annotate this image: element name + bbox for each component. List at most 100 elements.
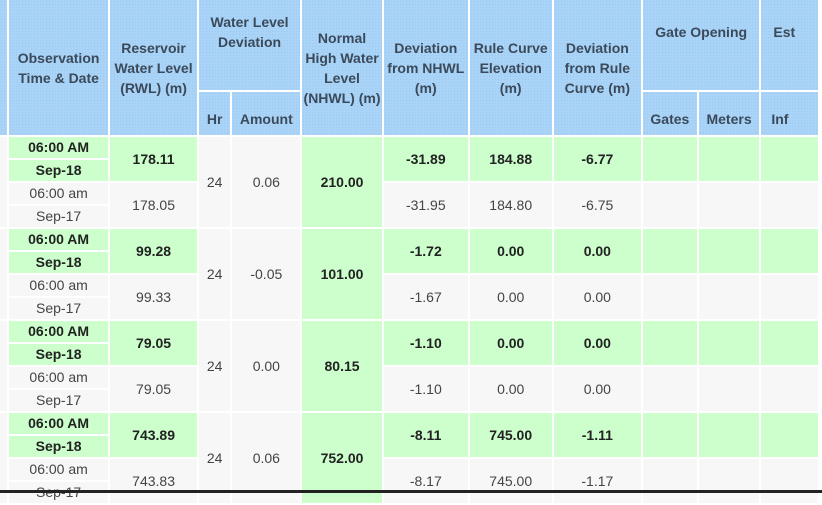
rwl-current: 79.05 <box>110 321 197 365</box>
deviation-rule-current: -6.77 <box>553 137 641 181</box>
gates-previous <box>642 459 697 503</box>
rwl-previous: 99.33 <box>110 275 197 319</box>
bottom-edge <box>0 490 822 493</box>
current-date: Sep-18 <box>8 160 109 181</box>
nhwl-cell: 752.00 <box>302 413 382 503</box>
amount-cell: -0.05 <box>232 229 301 319</box>
left-edge-cell <box>0 321 7 411</box>
current-date: Sep-18 <box>8 344 109 365</box>
rule-curve-previous: 0.00 <box>469 367 552 411</box>
left-edge-cell <box>0 413 7 503</box>
rule-curve-previous: 745.00 <box>469 459 552 503</box>
inflow-current <box>761 229 818 273</box>
header-water-level-deviation: Water Level Deviation <box>198 0 301 90</box>
gates-current <box>642 413 697 457</box>
header-hr: Hr <box>198 92 231 135</box>
header-inf: Inf <box>761 92 818 135</box>
hr-cell: 24 <box>198 321 231 411</box>
deviation-nhwl-previous: -1.10 <box>383 367 468 411</box>
previous-time: 06:00 am <box>8 183 109 204</box>
table-row: Sep-17 <box>0 298 818 319</box>
hr-cell: 24 <box>198 229 231 319</box>
table-row: Sep-17 <box>0 206 818 227</box>
inflow-previous <box>761 275 818 319</box>
nhwl-cell: 80.15 <box>302 321 382 411</box>
deviation-rule-previous: -6.75 <box>553 183 641 227</box>
table-row: Sep-18 <box>0 344 818 365</box>
table-row: 06:00 am 99.33 -1.67 0.00 0.00 <box>0 275 818 319</box>
rwl-previous: 178.05 <box>110 183 197 227</box>
current-time: 06:00 AM <box>8 413 109 434</box>
current-time: 06:00 AM <box>8 137 109 158</box>
rule-curve-current: 184.88 <box>469 137 552 181</box>
deviation-nhwl-current: -1.10 <box>383 321 468 365</box>
meters-previous <box>698 367 760 411</box>
left-edge-cell <box>0 229 7 319</box>
rule-curve-current: 0.00 <box>469 229 552 273</box>
gates-current <box>642 321 697 365</box>
nhwl-cell: 101.00 <box>302 229 382 319</box>
table-body: 06:00 AM 178.11 24 0.06 210.00 -31.89 184.88 -6… <box>0 137 818 503</box>
deviation-rule-current: -1.11 <box>553 413 641 457</box>
header-rule-curve: Rule Curve Elevation (m) <box>469 0 552 135</box>
previous-date: Sep-17 <box>8 298 109 319</box>
deviation-nhwl-previous: -8.17 <box>383 459 468 503</box>
rwl-current: 99.28 <box>110 229 197 273</box>
gates-current <box>642 137 697 181</box>
previous-date: Sep-17 <box>8 206 109 227</box>
table-row: 06:00 am 743.83 -8.17 745.00 -1.17 <box>0 459 818 503</box>
table-row: 06:00 AM 743.89 24 0.06 752.00 -8.11 745.00 -1.… <box>0 413 818 503</box>
deviation-rule-current: 0.00 <box>553 321 641 365</box>
rule-curve-current: 745.00 <box>469 413 552 457</box>
previous-time: 06:00 am <box>8 275 109 296</box>
gates-current <box>642 229 697 273</box>
meters-previous <box>698 183 760 227</box>
meters-current <box>698 321 760 365</box>
inflow-previous <box>761 367 818 411</box>
gates-previous <box>642 367 697 411</box>
rule-curve-previous: 0.00 <box>469 275 552 319</box>
meters-previous <box>698 275 760 319</box>
table-row: 06:00 am 79.05 -1.10 0.00 0.00 <box>0 367 818 411</box>
rwl-current: 743.89 <box>110 413 197 457</box>
header-observation: Observation Time & Date <box>8 0 109 135</box>
rwl-current: 178.11 <box>110 137 197 181</box>
table-row: 06:00 AM 99.28 24 -0.05 101.00 -1.72 0.00 0.00 <box>0 229 818 319</box>
table-row: 06:00 AM 79.05 24 0.00 80.15 -1.10 0.00 0.00 <box>0 321 818 411</box>
table-row: 06:00 AM 178.11 24 0.06 210.00 -31.89 184.88 -6… <box>0 137 818 227</box>
inflow-current <box>761 321 818 365</box>
header-gate-opening: Gate Opening <box>642 0 760 90</box>
meters-previous <box>698 459 760 503</box>
header-deviation-rule-curve: Deviation from Rule Curve (m) <box>553 0 641 135</box>
rwl-previous: 79.05 <box>110 367 197 411</box>
meters-current <box>698 137 760 181</box>
amount-cell: 0.06 <box>232 137 301 227</box>
header-meters: Meters <box>698 92 760 135</box>
rule-curve-current: 0.00 <box>469 321 552 365</box>
inflow-current <box>761 137 818 181</box>
current-date: Sep-18 <box>8 252 109 273</box>
table-row: Sep-18 <box>0 160 818 181</box>
gates-previous <box>642 183 697 227</box>
previous-time: 06:00 am <box>8 367 109 388</box>
previous-date: Sep-17 <box>8 390 109 411</box>
previous-time: 06:00 am <box>8 459 109 480</box>
gates-previous <box>642 275 697 319</box>
hr-cell: 24 <box>198 137 231 227</box>
deviation-nhwl-previous: -31.95 <box>383 183 468 227</box>
rule-curve-previous: 184.80 <box>469 183 552 227</box>
meters-current <box>698 413 760 457</box>
deviation-nhwl-current: -1.72 <box>383 229 468 273</box>
header-left-edge <box>0 0 7 135</box>
amount-cell: 0.00 <box>232 321 301 411</box>
table-row: 06:00 am 178.05 -31.95 184.80 -6.75 <box>0 183 818 227</box>
header-deviation-nhwl: Deviation from NHWL (m) <box>383 0 468 135</box>
header-gates: Gates <box>642 92 697 135</box>
rwl-previous: 743.83 <box>110 459 197 503</box>
deviation-rule-current: 0.00 <box>553 229 641 273</box>
hr-cell: 24 <box>198 413 231 503</box>
current-date: Sep-18 <box>8 436 109 457</box>
left-edge-cell <box>0 137 7 227</box>
header-nhwl: Normal High Water Level (NHWL) (m) <box>302 0 382 135</box>
